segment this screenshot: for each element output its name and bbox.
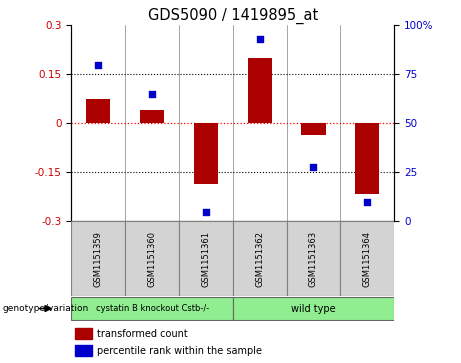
Bar <box>233 297 394 320</box>
Text: transformed count: transformed count <box>97 329 188 339</box>
Bar <box>75 345 92 356</box>
Bar <box>86 99 111 123</box>
Point <box>148 91 156 97</box>
Bar <box>71 297 233 320</box>
Text: cystatin B knockout Cstb-/-: cystatin B knockout Cstb-/- <box>95 304 209 313</box>
Text: GSM1151359: GSM1151359 <box>94 231 103 286</box>
Bar <box>125 221 179 296</box>
Point <box>202 209 210 215</box>
Point <box>95 62 102 68</box>
Text: wild type: wild type <box>291 303 336 314</box>
Text: GSM1151361: GSM1151361 <box>201 231 210 287</box>
Bar <box>340 221 394 296</box>
Bar <box>194 123 218 184</box>
Bar <box>233 221 287 296</box>
Text: GSM1151364: GSM1151364 <box>363 231 372 287</box>
Text: GSM1151362: GSM1151362 <box>255 231 264 287</box>
Bar <box>355 123 379 194</box>
Point <box>256 36 263 42</box>
Text: GSM1151360: GSM1151360 <box>148 231 157 287</box>
Bar <box>140 110 164 123</box>
Text: percentile rank within the sample: percentile rank within the sample <box>97 346 262 356</box>
Point <box>364 199 371 205</box>
Bar <box>301 123 325 135</box>
Text: genotype/variation: genotype/variation <box>2 304 89 313</box>
Bar <box>71 221 125 296</box>
Bar <box>248 58 272 123</box>
Bar <box>287 221 340 296</box>
Title: GDS5090 / 1419895_at: GDS5090 / 1419895_at <box>148 8 318 24</box>
Text: GSM1151363: GSM1151363 <box>309 231 318 287</box>
Point <box>310 164 317 170</box>
Bar <box>179 221 233 296</box>
Bar <box>75 328 92 339</box>
